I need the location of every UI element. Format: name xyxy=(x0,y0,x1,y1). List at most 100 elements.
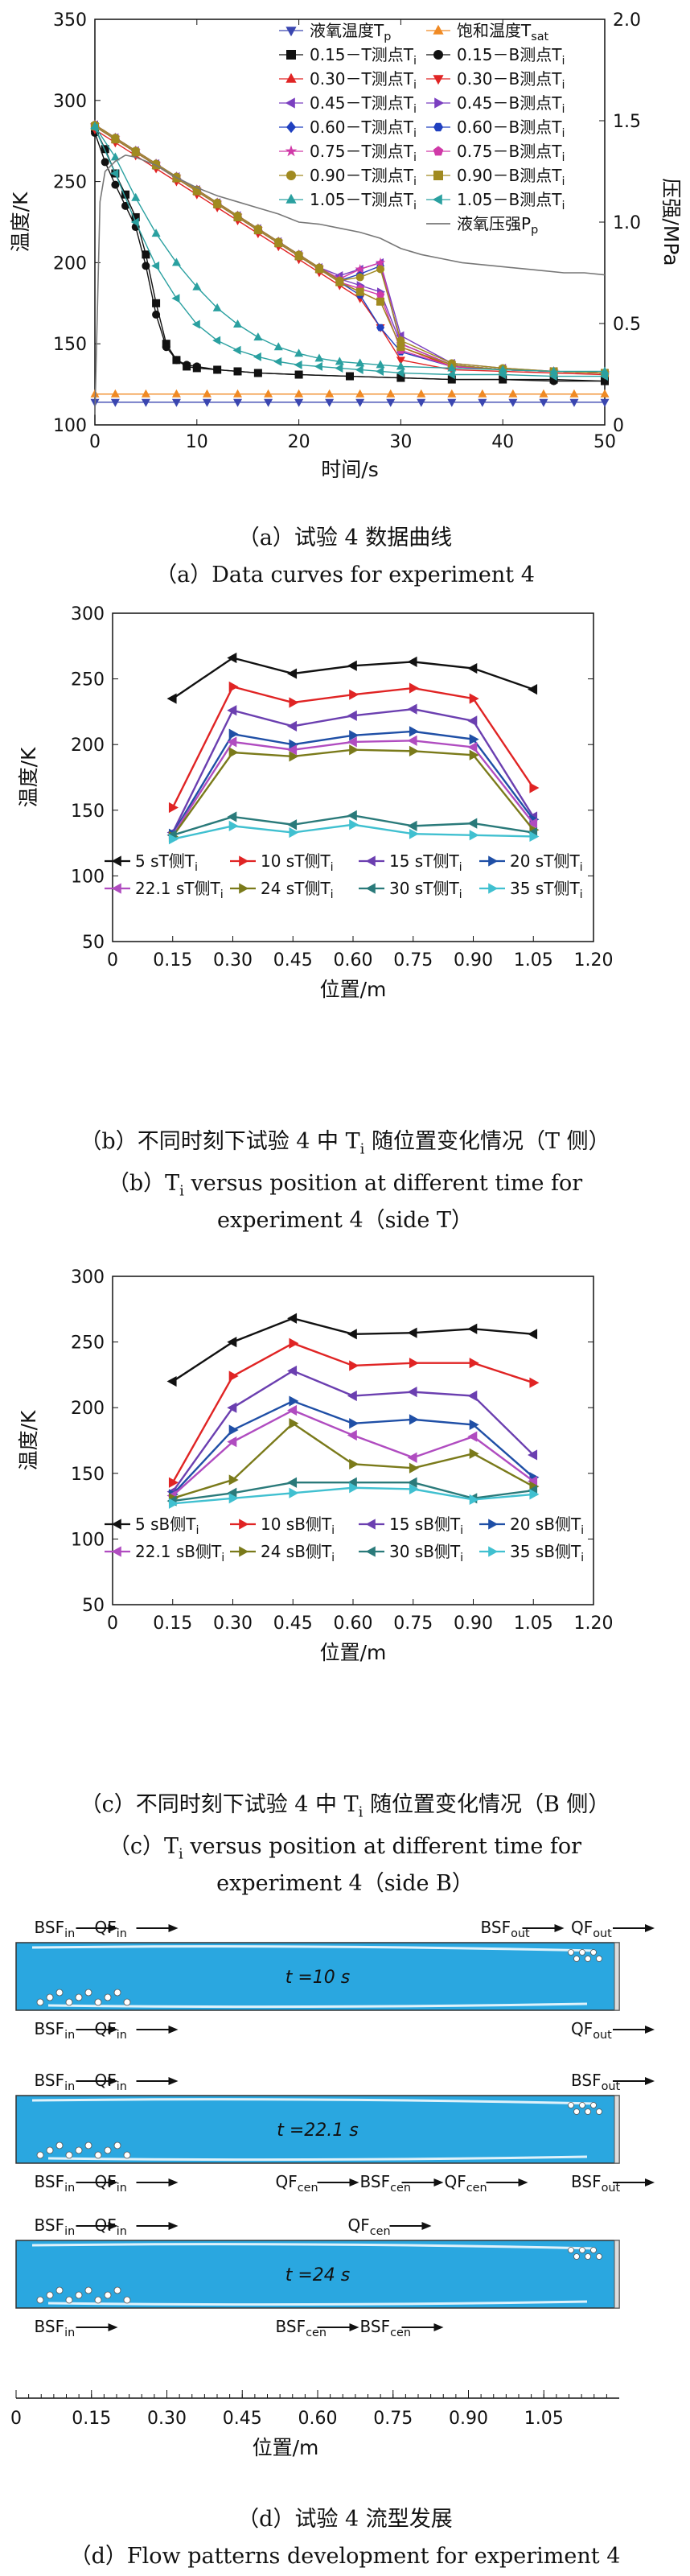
x-axis-title: 位置/m xyxy=(320,978,387,1001)
data-point xyxy=(349,689,359,700)
data-point xyxy=(171,294,180,303)
data-point xyxy=(409,745,419,756)
flow-label: QFin xyxy=(95,1918,127,1940)
data-point xyxy=(212,336,221,345)
data-point xyxy=(168,1477,179,1488)
data-point xyxy=(287,668,298,679)
data-point xyxy=(528,684,538,695)
bubble xyxy=(55,2286,64,2294)
bubble xyxy=(113,1989,121,1997)
series-line xyxy=(94,124,606,374)
flow-label: QFin xyxy=(95,2071,127,2093)
y-tick-label: 200 xyxy=(53,253,87,274)
data-point xyxy=(294,348,304,357)
legend-label: 0.75－B测点Ti xyxy=(457,142,565,164)
y-tick-label: 100 xyxy=(53,416,87,436)
data-point xyxy=(528,1475,538,1487)
bubble xyxy=(579,2247,585,2253)
data-point xyxy=(407,1452,417,1463)
x-tick-label: 0.45 xyxy=(273,950,313,971)
data-point xyxy=(335,357,344,365)
legend-marker xyxy=(239,1546,249,1557)
x-tick-label: 0.60 xyxy=(334,1614,373,1634)
data-point xyxy=(469,1448,479,1459)
arrow-right-icon xyxy=(108,2077,118,2085)
data-point xyxy=(227,1337,237,1348)
chart-b: 0 0.15 0.30 0.45 0.60 0.75 0.90 1.05 1.20 50 100 15… xyxy=(17,605,613,1001)
data-point xyxy=(347,810,357,821)
flow-label: BSFin xyxy=(35,2215,76,2238)
pressure-line xyxy=(94,154,606,415)
x-tick-label: 0.90 xyxy=(454,950,493,971)
data-point xyxy=(228,820,239,831)
legend-label: 20 sB侧Ti xyxy=(510,1515,584,1537)
legend-marker xyxy=(285,72,297,83)
legend-label: 0.45－B测点Ti xyxy=(457,93,565,116)
data-point xyxy=(202,398,212,407)
bubble xyxy=(596,1956,602,1962)
data-point xyxy=(289,1418,299,1429)
data-point xyxy=(335,278,344,286)
data-point xyxy=(287,1365,298,1377)
data-point xyxy=(335,363,343,373)
x-tick-label: 0.90 xyxy=(454,1614,493,1634)
legend-label: 0.15－T测点Ti xyxy=(310,45,417,68)
legend-label: 24 sT侧Ti xyxy=(261,879,334,901)
legend-marker xyxy=(433,122,443,132)
data-point xyxy=(227,811,237,822)
y-axis-title: 温度/K xyxy=(17,1410,40,1470)
flow-diagram: t =10 s BSFin QFin BSFout QFout BSFin QFin QFou… xyxy=(10,1918,655,2459)
legend-label: 0.60－B测点Ti xyxy=(457,117,565,140)
vapor-interface-top xyxy=(31,2243,596,2250)
caption-c-en2: experiment 4（side B） xyxy=(216,1871,474,1896)
data-point xyxy=(376,265,385,274)
bubble xyxy=(573,1956,580,1962)
data-point xyxy=(289,1395,299,1407)
legend-marker xyxy=(433,50,443,60)
data-point xyxy=(213,200,222,208)
data-point xyxy=(355,365,363,374)
legend-label: 5 sT侧Ti xyxy=(135,851,198,874)
bubble xyxy=(596,2253,602,2260)
position-tick-label: 1.05 xyxy=(524,2409,564,2429)
data-point xyxy=(407,1477,417,1488)
arrow-right-icon xyxy=(645,2178,655,2187)
data-point xyxy=(232,345,241,355)
data-point xyxy=(228,1474,239,1486)
bubble xyxy=(123,2151,131,2159)
data-point xyxy=(376,360,385,369)
series-line xyxy=(171,740,535,836)
data-point xyxy=(289,697,299,708)
data-point xyxy=(287,744,298,756)
legend-marker xyxy=(111,1519,121,1530)
data-point xyxy=(355,389,365,398)
pipe xyxy=(15,2095,620,2164)
data-point xyxy=(386,389,396,398)
series-line xyxy=(172,1317,534,1383)
data-point xyxy=(529,782,540,793)
data-point xyxy=(529,1489,540,1500)
flow-label: BSFin xyxy=(35,2317,76,2339)
arrow-right-icon xyxy=(645,2077,655,2085)
data-point xyxy=(183,361,191,369)
bubble xyxy=(84,2286,92,2294)
legend-label: 30 sB侧Ti xyxy=(389,1542,463,1564)
series-line xyxy=(94,126,605,373)
data-point xyxy=(131,212,140,221)
bubble xyxy=(113,2286,121,2294)
data-point xyxy=(171,398,181,407)
arrow-right-icon xyxy=(168,2026,179,2034)
arrow-right-icon xyxy=(518,2178,528,2187)
data-point xyxy=(569,389,579,398)
bubble xyxy=(568,2247,574,2253)
data-point xyxy=(386,398,396,407)
data-point xyxy=(467,662,478,674)
y2-axis-title: 压强/MPa xyxy=(659,178,683,266)
legend-label: 1.05－T测点Ti xyxy=(310,190,417,212)
data-point xyxy=(355,398,365,407)
bubble xyxy=(36,2296,44,2304)
bubble xyxy=(46,1993,54,2001)
legend-label: 5 sB侧Ti xyxy=(135,1515,199,1537)
legend-marker xyxy=(434,97,445,109)
flow-label: BSFcen xyxy=(276,2317,327,2339)
